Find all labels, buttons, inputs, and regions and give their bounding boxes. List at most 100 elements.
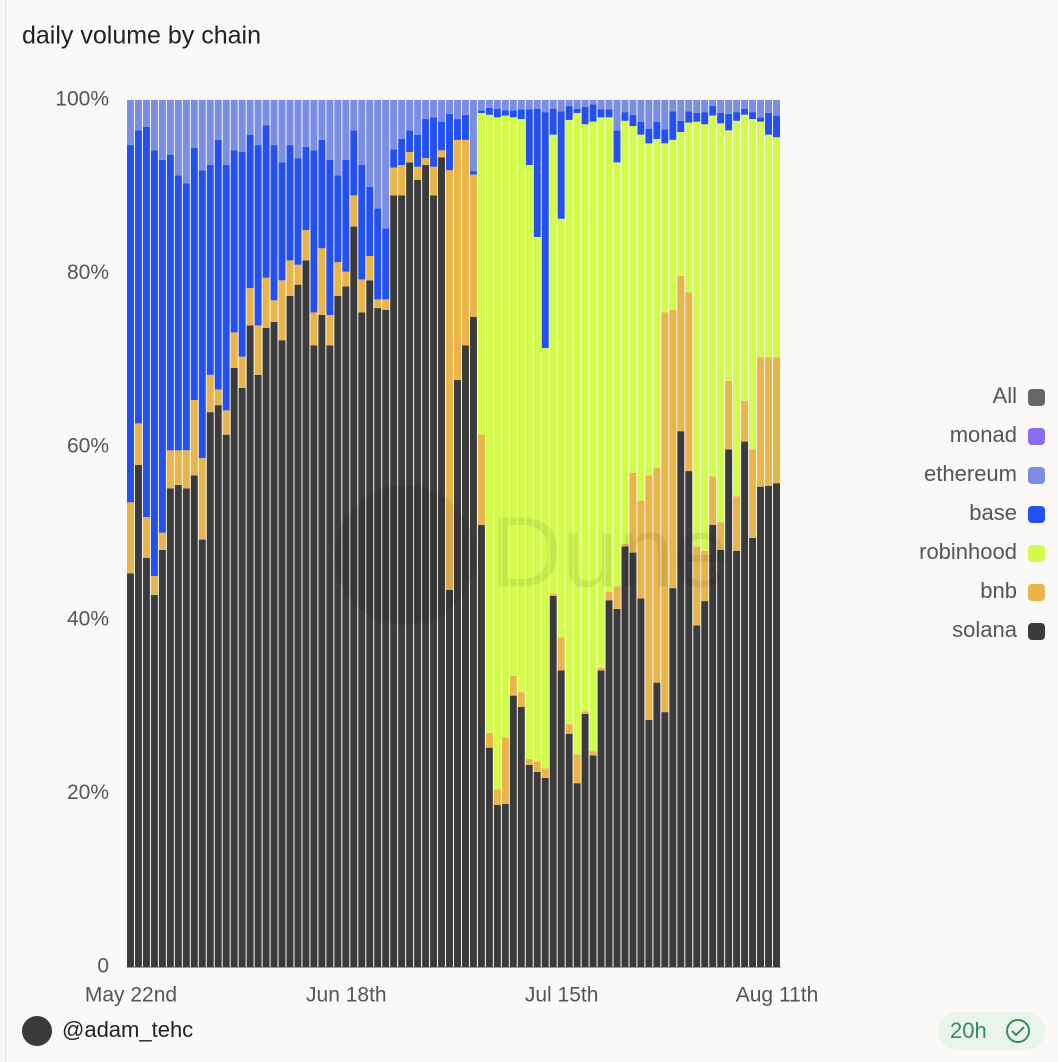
bar-segment bbox=[677, 276, 685, 432]
bar-segment bbox=[206, 412, 214, 967]
bar-segment bbox=[725, 113, 733, 131]
bar-segment bbox=[701, 601, 709, 967]
bar-segment bbox=[469, 171, 477, 175]
bar-segment bbox=[166, 154, 174, 451]
bar-segment bbox=[597, 117, 605, 668]
bar-segment bbox=[725, 130, 733, 381]
chart-title: daily volume by chain bbox=[22, 22, 261, 50]
bar-segment bbox=[430, 117, 438, 167]
bar-segment bbox=[302, 100, 310, 147]
bar-segment bbox=[493, 100, 501, 109]
bar-segment bbox=[430, 195, 438, 967]
bar-segment bbox=[669, 139, 677, 310]
bar-segment bbox=[717, 100, 725, 114]
bar-segment bbox=[438, 100, 446, 122]
bar-segment bbox=[605, 600, 613, 967]
legend-swatch bbox=[1028, 545, 1045, 562]
bar-segment bbox=[525, 109, 533, 166]
bar-segment bbox=[230, 332, 238, 368]
author[interactable]: @adam_tehc bbox=[62, 1017, 193, 1042]
bar-segment bbox=[366, 186, 374, 257]
bar-segment bbox=[669, 100, 677, 112]
bar-segment bbox=[645, 100, 653, 129]
bar-segment bbox=[150, 575, 158, 596]
y-tick-label: 60% bbox=[67, 434, 109, 457]
bar-segment bbox=[621, 100, 629, 113]
bar-segment bbox=[653, 121, 661, 140]
bar-segment bbox=[262, 100, 270, 126]
bar-segment bbox=[653, 682, 661, 967]
bar-segment bbox=[270, 145, 278, 301]
bar-segment bbox=[581, 124, 589, 712]
bar-segment bbox=[286, 100, 294, 146]
bar-segment bbox=[278, 340, 286, 967]
bar-segment bbox=[438, 157, 446, 968]
bar-segment bbox=[493, 804, 501, 967]
watermark: Dune bbox=[335, 485, 729, 625]
bar-segment bbox=[629, 114, 637, 127]
bar-segment bbox=[701, 550, 709, 602]
bar-segment bbox=[557, 670, 565, 967]
bar-segment bbox=[501, 804, 509, 967]
bar-segment bbox=[127, 502, 134, 574]
bar-segment bbox=[246, 134, 254, 289]
bar-segment bbox=[581, 711, 589, 714]
bar-segment bbox=[198, 539, 206, 967]
bar-segment bbox=[342, 100, 350, 160]
bar-segment bbox=[565, 733, 573, 967]
bar-segment bbox=[182, 100, 190, 184]
y-tick-label: 100% bbox=[55, 88, 109, 111]
bar-segment bbox=[390, 149, 398, 168]
bar-segment bbox=[334, 262, 342, 296]
bar-segment bbox=[294, 158, 302, 265]
bar-segment bbox=[517, 692, 525, 707]
bar-segment bbox=[358, 165, 366, 280]
bar-segment bbox=[573, 113, 581, 755]
bar-segment bbox=[485, 747, 493, 967]
bar-segment bbox=[142, 126, 150, 518]
bar-segment bbox=[454, 380, 461, 967]
bar-segment bbox=[254, 374, 262, 967]
bar-segment bbox=[454, 119, 461, 140]
bar-segment bbox=[685, 471, 693, 967]
bar-segment bbox=[398, 165, 406, 196]
bar-segment bbox=[725, 449, 733, 967]
bar-segment bbox=[422, 158, 430, 166]
bar-segment bbox=[533, 236, 541, 762]
bar-segment bbox=[517, 119, 525, 693]
bar-segment bbox=[685, 292, 693, 472]
bar-segment bbox=[533, 100, 541, 109]
bar-segment bbox=[669, 111, 677, 140]
bar-segment bbox=[661, 712, 669, 967]
bar-segment bbox=[709, 115, 717, 477]
bar-segment bbox=[709, 476, 717, 525]
bar-segment bbox=[693, 625, 701, 967]
bar-segment bbox=[454, 139, 461, 381]
bar-segment bbox=[773, 483, 780, 967]
bar-segment bbox=[150, 100, 158, 151]
bar-segment bbox=[278, 280, 286, 341]
bar-segment bbox=[677, 431, 685, 968]
bar-segment bbox=[525, 165, 533, 759]
y-tick-label: 80% bbox=[67, 261, 109, 284]
bar-segment bbox=[134, 465, 142, 967]
bar-segment bbox=[645, 143, 653, 476]
avatar[interactable] bbox=[22, 1016, 52, 1046]
bar-segment bbox=[565, 724, 573, 734]
bar-segment bbox=[469, 100, 477, 172]
bar-segment bbox=[350, 100, 358, 131]
bar-segment bbox=[621, 120, 629, 544]
bar-segment bbox=[310, 150, 318, 313]
bar-segment bbox=[597, 100, 605, 110]
bar-segment bbox=[382, 299, 390, 310]
bar-segment bbox=[661, 312, 669, 713]
bar-segment bbox=[270, 321, 278, 967]
bar-segment bbox=[717, 549, 725, 967]
bar-segment bbox=[701, 100, 709, 113]
bar-segment bbox=[150, 595, 158, 967]
bar-segment bbox=[318, 100, 326, 140]
bar-segment bbox=[637, 121, 645, 135]
bar-segment bbox=[198, 100, 206, 171]
bar-segment bbox=[446, 170, 453, 590]
bar-segment bbox=[374, 208, 382, 300]
